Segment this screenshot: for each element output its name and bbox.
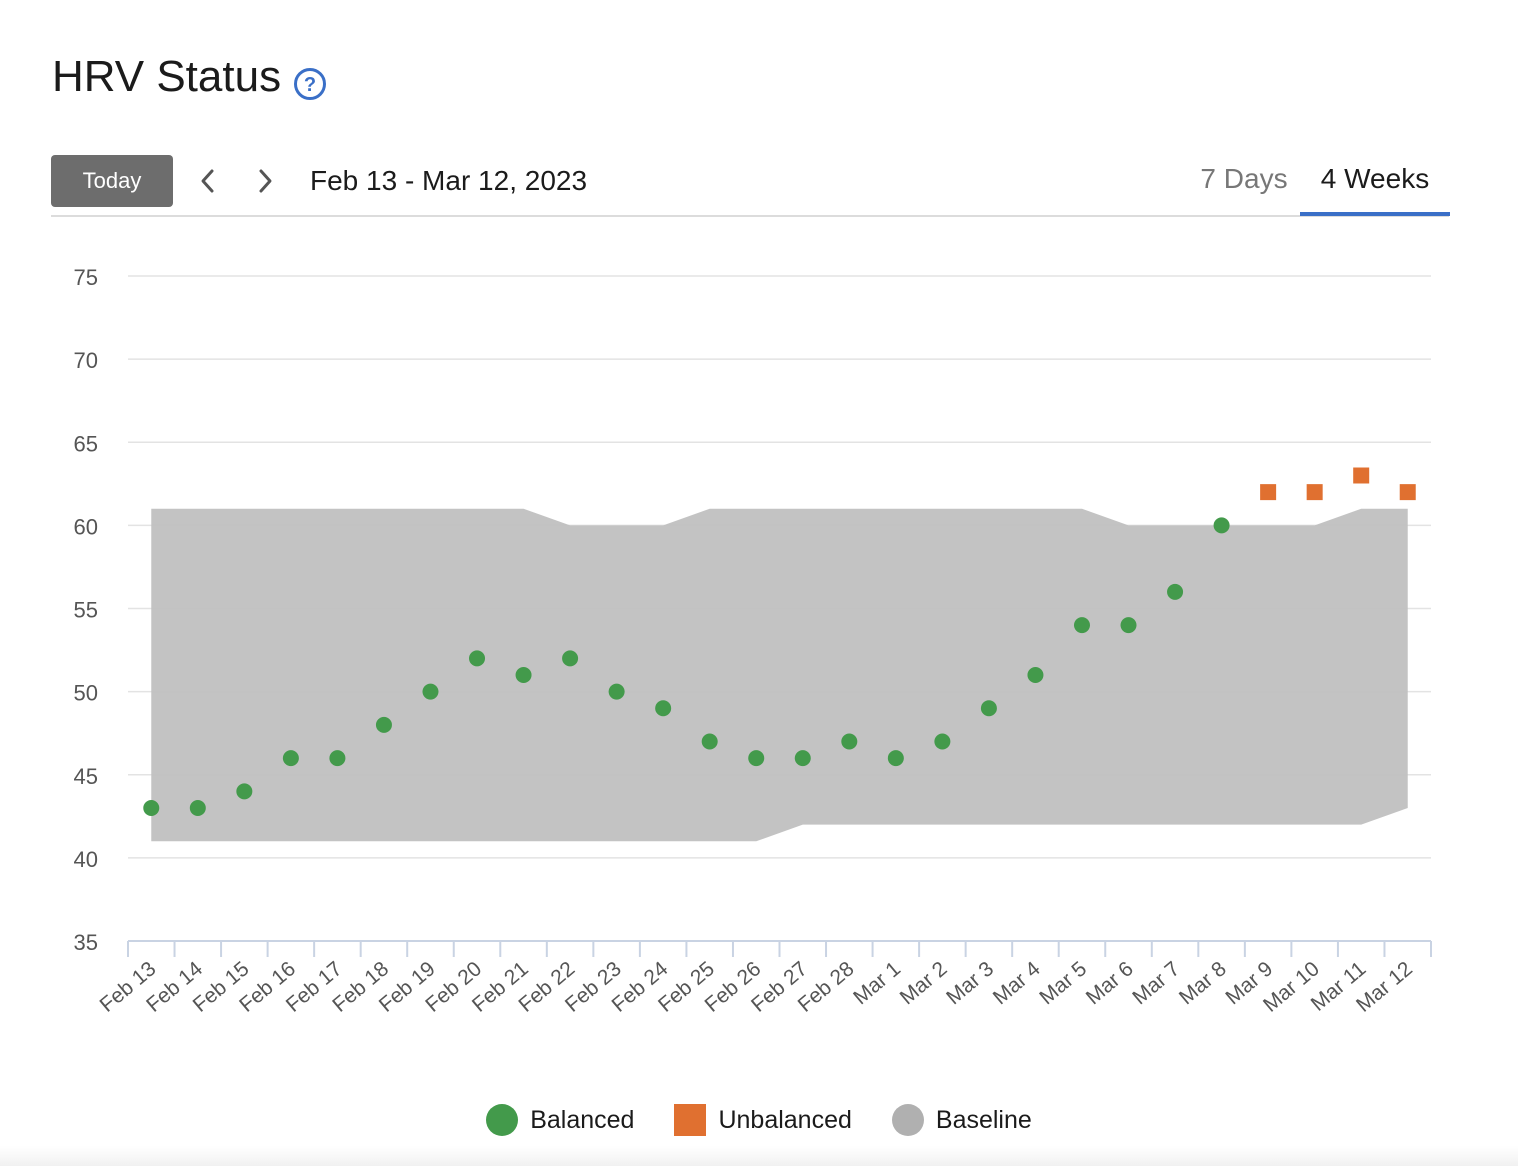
y-tick-label: 75 [74,265,98,290]
x-tick-label: Mar 8 [1175,957,1231,1009]
balanced-point [608,683,625,700]
page-title-text: HRV Status [52,52,282,101]
bottom-shade [0,1146,1518,1166]
y-tick-label: 65 [74,431,98,456]
balanced-point [934,733,951,750]
legend-balanced-swatch [486,1104,519,1136]
legend-baseline-label: Baseline [935,1105,1032,1134]
active-tab-indicator [1300,212,1450,216]
balanced-point [794,750,811,767]
legend-item-unbalanced[interactable]: Unbalanced [674,1104,852,1136]
balanced-point [655,700,672,717]
y-tick-label: 55 [74,598,98,623]
legend-item-balanced[interactable]: Balanced [486,1104,634,1136]
chart-legend: Balanced Unbalanced Baseline [0,1104,1518,1136]
balanced-point [1120,617,1137,634]
x-tick-label: Mar 4 [989,957,1045,1009]
x-tick-label: Mar 1 [849,957,905,1009]
y-tick-label: 70 [74,348,98,373]
svg-text:?: ? [304,74,316,96]
tab-4-weeks[interactable]: 4 Weeks [1320,163,1430,194]
balanced-point [469,650,486,667]
toolbar: Today Feb 13 - Mar 12, 2023 7 Days 4 Wee… [51,155,1450,217]
legend-unbalanced-label: Unbalanced [718,1105,852,1134]
tab-7-days[interactable]: 7 Days [1200,163,1288,194]
x-tick-label: Mar 6 [1082,957,1138,1009]
unbalanced-point [1260,484,1277,501]
balanced-point [748,750,765,767]
legend-unbalanced-swatch [674,1104,707,1136]
balanced-point [701,733,718,750]
balanced-point [375,716,392,733]
balanced-point [236,783,253,800]
unbalanced-point [1399,484,1416,501]
today-button[interactable]: Today [51,155,173,207]
chevron-left-icon[interactable] [191,163,225,199]
page-title: HRV Status ? [52,52,327,102]
y-tick-label: 35 [74,930,98,955]
y-tick-label: 40 [74,847,98,872]
balanced-point [143,800,160,816]
balanced-point [189,800,206,816]
balanced-point [422,683,439,700]
x-tick-label: Mar 5 [1035,957,1091,1009]
x-tick-label: Mar 2 [896,957,952,1009]
balanced-point [515,667,532,683]
balanced-point [1167,583,1184,600]
unbalanced-point [1306,484,1323,501]
balanced-point [1213,517,1230,534]
balanced-point [562,650,579,667]
balanced-point [1027,667,1044,683]
legend-balanced-label: Balanced [530,1105,635,1134]
balanced-point [980,700,997,717]
y-tick-label: 60 [74,514,98,539]
unbalanced-point [1353,467,1370,484]
x-tick-label: Mar 3 [942,957,998,1009]
y-tick-label: 50 [74,681,98,706]
date-range-label: Feb 13 - Mar 12, 2023 [310,165,588,196]
legend-item-baseline[interactable]: Baseline [891,1104,1032,1136]
legend-baseline-swatch [891,1104,924,1136]
balanced-point [1073,617,1090,634]
x-tick-label: Mar 7 [1128,957,1184,1009]
balanced-point [841,733,858,750]
balanced-point [282,750,299,767]
baseline-band [151,508,1408,842]
y-tick-label: 45 [74,764,98,789]
balanced-point [887,750,904,767]
question-circle-icon[interactable]: ? [293,62,327,100]
balanced-point [329,750,346,767]
chevron-right-icon[interactable] [248,163,282,199]
